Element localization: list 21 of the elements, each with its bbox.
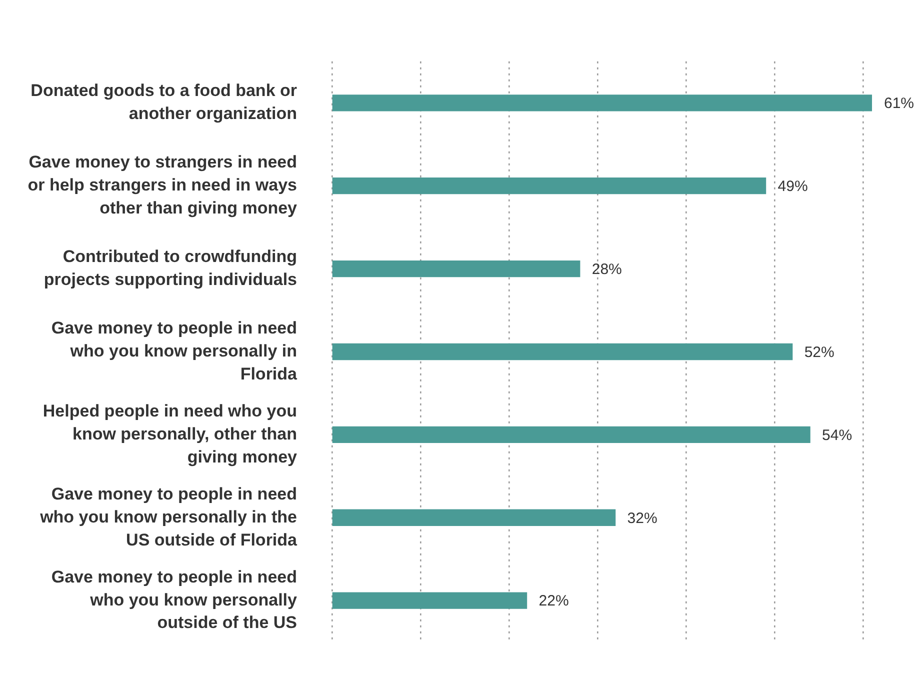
y-tick-label: Gave money to people in need who you know personally outside of the US	[51, 567, 298, 632]
bar	[332, 260, 580, 278]
data-label: 52%	[804, 344, 834, 361]
bar	[332, 509, 616, 526]
y-tick-label: Gave money to strangers in need or help strangers in need in ways other than giving money	[28, 152, 298, 218]
data-label: 49%	[778, 178, 808, 195]
bar	[332, 343, 793, 360]
bar	[332, 94, 872, 112]
data-label: 28%	[592, 260, 622, 278]
data-label: 22%	[538, 592, 569, 610]
y-tick-label: Helped people in need who you know personally, other than giving money	[42, 401, 298, 466]
y-tick-label: Contributed to crowdfunding projects supporting individuals	[44, 247, 297, 289]
data-label: 61%	[884, 95, 914, 112]
y-tick-label: Gave money to people in need who you know personally in the US outside of Florida	[39, 484, 298, 550]
bar	[332, 592, 528, 609]
bar	[332, 426, 810, 444]
y-tick-label: Donated goods to a food bank or another organization	[30, 81, 298, 124]
data-label: 54%	[822, 426, 852, 444]
bar	[332, 178, 766, 194]
data-label: 32%	[627, 510, 658, 527]
y-tick-label: Gave money to people in need who you know personally in Florida	[51, 318, 298, 384]
